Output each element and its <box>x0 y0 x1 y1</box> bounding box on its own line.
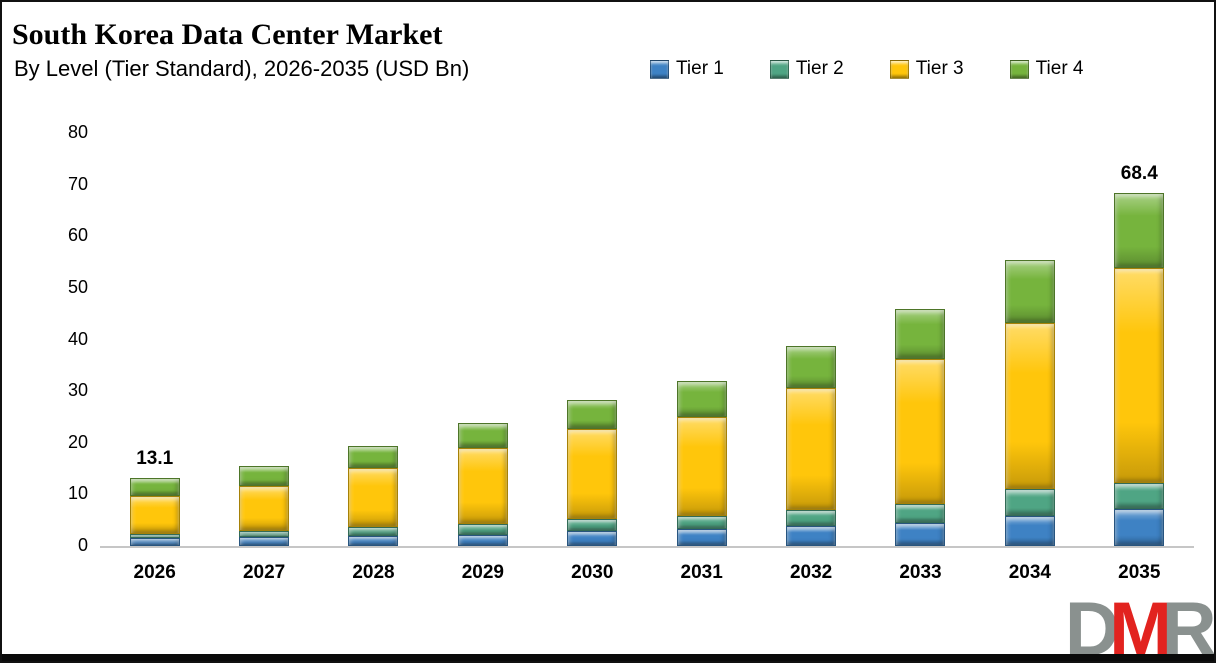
bar-segment-2035-tier-1 <box>1114 509 1165 546</box>
bar-segment-2027-tier-2 <box>239 531 290 538</box>
y-tick-label: 0 <box>77 535 88 555</box>
y-tick-label: 10 <box>67 483 88 504</box>
legend-swatch-icon <box>889 59 909 79</box>
legend-label: Tier 3 <box>915 58 964 79</box>
x-label-2035: 2035 <box>1118 562 1161 583</box>
bar-segment-2026-tier-2 <box>129 534 180 539</box>
chart-title: South Korea Data Center Market <box>12 18 443 51</box>
bar-segment-2034-tier-3 <box>1004 323 1055 490</box>
x-label-2028: 2028 <box>352 562 395 583</box>
bar-segment-2033-tier-3 <box>895 359 946 505</box>
bar-segment-2035-tier-4 <box>1114 192 1165 268</box>
bar-2035: 68.4 <box>1085 133 1194 546</box>
bar-segment-2026-tier-3 <box>129 495 180 535</box>
bar-segment-2031-tier-1 <box>676 529 727 546</box>
bar-segment-2028-tier-2 <box>348 527 399 537</box>
logo-letter-r: R <box>1161 586 1214 663</box>
bottom-border-bar <box>2 654 1214 661</box>
bar-segment-2034-tier-1 <box>1004 516 1055 546</box>
bar-2026: 13.1 <box>100 133 209 546</box>
bar-2033 <box>866 133 975 546</box>
y-tick-label: 80 <box>67 122 88 142</box>
bar-segment-2027-tier-3 <box>239 485 290 532</box>
y-tick-label: 30 <box>67 380 88 401</box>
bar-segment-2033-tier-2 <box>895 504 946 523</box>
legend-item-tier-1: Tier 1 <box>650 58 724 80</box>
bar-segment-2033-tier-1 <box>895 522 946 546</box>
y-tick-label: 60 <box>67 225 88 246</box>
legend-item-tier-2: Tier 2 <box>769 58 844 80</box>
bar-segment-2028-tier-4 <box>348 445 399 469</box>
bar-segment-2032-tier-1 <box>786 525 837 546</box>
y-axis: 0 10 20 30 40 50 60 70 80 <box>30 122 88 555</box>
bar-segment-2032-tier-2 <box>786 510 837 526</box>
bar-segment-2032-tier-4 <box>786 346 837 388</box>
legend-label: Tier 4 <box>1035 58 1084 79</box>
legend-item-tier-4: Tier 4 <box>1009 58 1084 80</box>
legend: Tier 1 Tier 2 Tier 3 Tier 4 <box>650 58 1084 80</box>
logo-letter-m: M <box>1109 586 1172 663</box>
bar-2030 <box>538 133 647 546</box>
x-label-2027: 2027 <box>242 562 286 583</box>
total-label-2026: 13.1 <box>136 448 174 470</box>
x-label-2030: 2030 <box>571 562 614 583</box>
bar-segment-2027-tier-4 <box>239 466 290 486</box>
bar-2027 <box>209 133 318 546</box>
legend-swatch-icon <box>1009 59 1029 79</box>
y-tick-label: 40 <box>67 328 88 349</box>
bar-segment-2035-tier-3 <box>1114 267 1165 483</box>
legend-swatch-icon <box>769 59 789 79</box>
chart-subtitle: By Level (Tier Standard), 2026-2035 (USD… <box>14 56 470 81</box>
bar-segment-2032-tier-3 <box>786 387 837 511</box>
plot-area: 13.1 68.4 <box>100 133 1194 548</box>
bar-segment-2031-tier-4 <box>676 380 727 418</box>
bar-2031 <box>647 133 756 546</box>
legend-label: Tier 2 <box>795 58 844 79</box>
bar-segment-2030-tier-2 <box>567 518 618 532</box>
x-label-2031: 2031 <box>680 562 723 583</box>
bar-segment-2031-tier-2 <box>676 516 727 530</box>
x-axis: 2026 2027 2028 2029 2030 2031 2032 2033 2034 2035 <box>100 562 1194 592</box>
y-tick-label: 20 <box>67 431 88 452</box>
bar-segment-2026-tier-4 <box>129 478 180 496</box>
bar-segment-2026-tier-1 <box>129 538 180 546</box>
bar-segment-2027-tier-1 <box>239 537 290 546</box>
bar-segment-2029-tier-3 <box>457 448 508 525</box>
bar-segment-2030-tier-1 <box>567 531 618 546</box>
bar-segment-2030-tier-4 <box>567 399 618 430</box>
x-label-2032: 2032 <box>789 562 833 583</box>
y-tick-label: 70 <box>67 173 88 194</box>
logo-letter-d: D <box>1064 586 1120 663</box>
bar-2032 <box>756 133 865 546</box>
y-tick-label: 50 <box>67 276 88 297</box>
legend-item-tier-3: Tier 3 <box>889 58 964 80</box>
dmr-logo: DMR <box>1064 586 1214 663</box>
bar-segment-2030-tier-3 <box>567 429 618 519</box>
bar-segment-2029-tier-1 <box>457 534 508 546</box>
x-label-2033: 2033 <box>899 562 942 583</box>
x-label-2034: 2034 <box>1008 562 1052 583</box>
legend-swatch-icon <box>650 59 669 79</box>
bar-segment-2031-tier-3 <box>676 417 727 517</box>
bar-2028 <box>319 133 428 546</box>
bar-2029 <box>428 133 537 546</box>
bar-segment-2029-tier-2 <box>457 524 508 535</box>
x-label-2026: 2026 <box>133 562 176 583</box>
legend-label: Tier 1 <box>676 58 724 79</box>
bar-segment-2028-tier-3 <box>348 468 399 528</box>
bar-segment-2029-tier-4 <box>457 422 508 449</box>
bar-2034 <box>975 133 1084 546</box>
bar-segment-2028-tier-1 <box>348 536 399 546</box>
x-label-2029: 2029 <box>461 562 505 583</box>
bar-segment-2035-tier-2 <box>1114 482 1165 510</box>
bar-segment-2034-tier-2 <box>1004 489 1055 517</box>
total-label-2035: 68.4 <box>1120 162 1158 184</box>
bar-segment-2033-tier-4 <box>895 309 946 360</box>
bar-segment-2034-tier-4 <box>1004 259 1055 323</box>
